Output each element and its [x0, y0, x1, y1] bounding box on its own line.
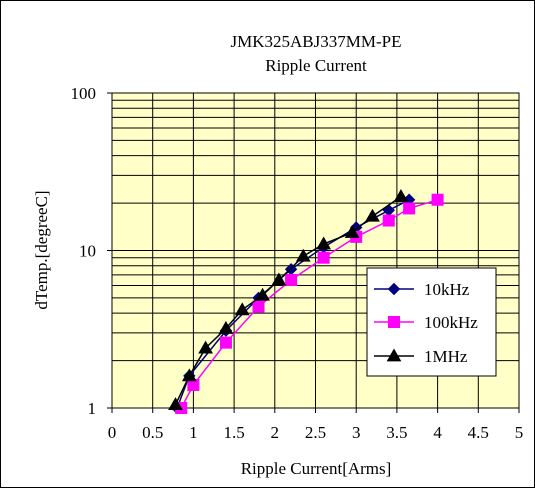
data-point — [234, 302, 250, 316]
data-point — [168, 397, 183, 411]
x-tick-label: 0.5 — [142, 423, 163, 442]
data-point — [252, 300, 265, 313]
x-tick-label: 1.5 — [223, 423, 244, 442]
legend-marker — [386, 348, 402, 362]
x-tick-label: 1 — [189, 423, 198, 442]
legend-marker — [388, 316, 400, 328]
data-point — [218, 320, 234, 334]
data-point — [431, 193, 444, 206]
data-point — [295, 248, 311, 262]
x-tick-label: 2.5 — [305, 423, 326, 442]
x-tick-label: 3.5 — [386, 423, 407, 442]
data-point — [285, 273, 298, 286]
y-tick-label: 1 — [88, 399, 97, 418]
data-point — [317, 251, 330, 264]
y-axis-label: dTemp.[degreeC] — [32, 190, 51, 309]
data-point — [271, 272, 287, 286]
y-tick-label: 10 — [79, 242, 96, 261]
data-point — [255, 287, 270, 301]
x-axis-label: Ripple Current[Arms] — [241, 459, 392, 478]
data-point — [198, 340, 213, 354]
y-tick-labels: 1 10 100 — [71, 84, 112, 418]
legend-label: 10kHz — [424, 280, 470, 299]
data-point — [181, 368, 197, 382]
chart-title: JMK325ABJ337MM-PE — [231, 32, 402, 51]
x-tick-labels: 0 0.5 1 1.5 2 2.5 3 3.5 4 4.5 5 — [108, 408, 524, 442]
data-point — [393, 189, 409, 202]
data-point — [403, 202, 416, 215]
y-tick-label: 100 — [71, 84, 97, 103]
legend-label: 100kHz — [424, 313, 478, 332]
series-line-1 — [180, 199, 438, 409]
series-layer — [168, 189, 444, 415]
legend-marker — [387, 282, 401, 296]
data-point — [382, 214, 395, 227]
legend: 10kHz 100kHz 1MHz — [366, 267, 497, 377]
x-tick-label: 4 — [433, 423, 442, 442]
legend-label: 1MHz — [424, 347, 468, 366]
data-point — [219, 336, 232, 349]
x-tick-label: 3 — [352, 423, 361, 442]
x-tick-label: 4.5 — [468, 423, 489, 442]
data-point — [344, 225, 360, 238]
x-tick-label: 0 — [108, 423, 117, 442]
data-point — [365, 208, 380, 222]
x-tick-label: 5 — [515, 423, 524, 442]
x-tick-label: 2 — [271, 423, 280, 442]
chart-subtitle: Ripple Current — [265, 56, 367, 75]
data-point — [316, 236, 332, 250]
